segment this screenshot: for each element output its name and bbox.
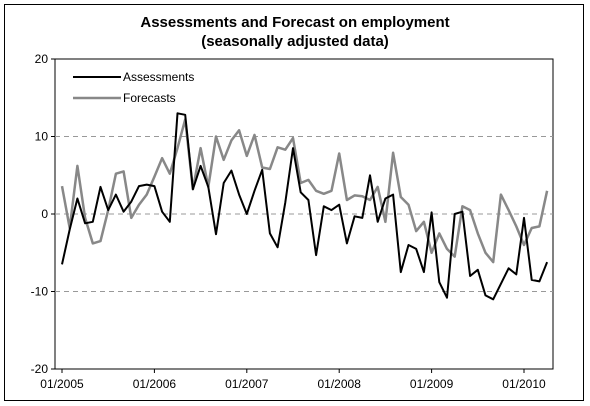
x-tick-label: 01/2006 [133,377,177,391]
legend-label-assessments: Assessments [123,70,194,84]
chart-svg: Assessments and Forecast on employment (… [31,14,554,391]
legend: Assessments Forecasts [73,70,194,105]
y-tick-label: -10 [31,285,49,299]
x-tick-label: 01/2005 [40,377,84,391]
x-tick-label: 01/2007 [225,377,269,391]
chart-frame: Assessments and Forecast on employment (… [4,4,584,401]
y-tick-label: 10 [35,130,49,144]
y-tick-label: -20 [31,362,49,376]
series-line-assessments [61,112,549,301]
y-tick-label: 20 [35,52,49,66]
x-tick-label: 01/2008 [318,377,362,391]
series-line-forecasts [60,118,549,264]
legend-label-forecasts: Forecasts [123,91,176,105]
chart-title-line1: Assessments and Forecast on employment [140,14,449,31]
chart-title-line2: (seasonally adjusted data) [201,33,389,50]
y-tick-label: 0 [41,207,48,221]
x-tick-label: 01/2010 [502,377,546,391]
x-tick-label: 01/2009 [410,377,454,391]
